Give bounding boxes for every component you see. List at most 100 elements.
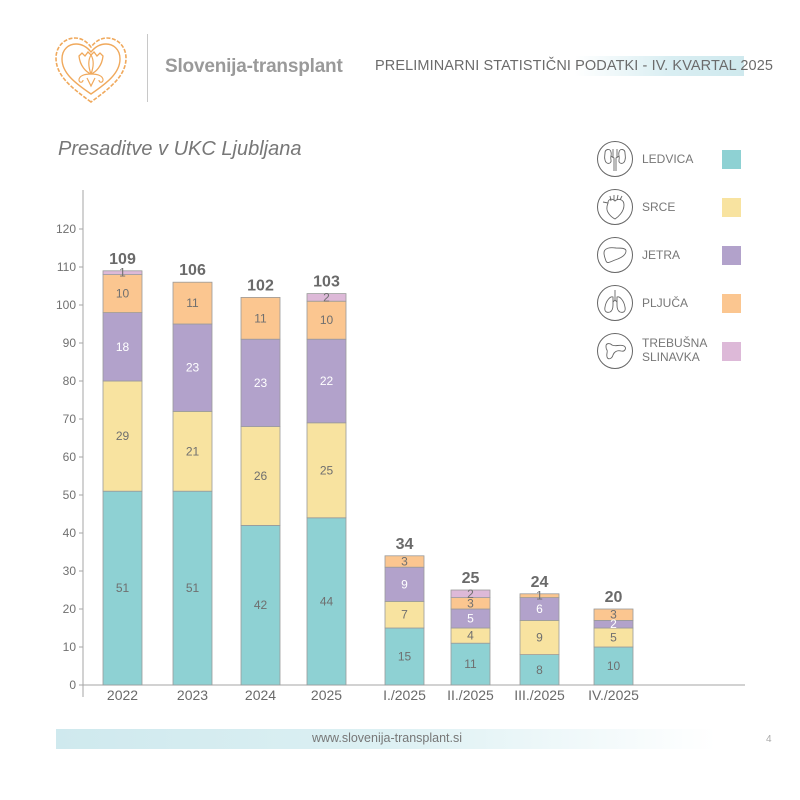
bar-segment: [306, 517, 347, 686]
bar-segment: [240, 296, 281, 340]
legend-item-pljuca: PLJUČA: [596, 284, 776, 324]
bar-segment: [102, 490, 143, 686]
legend-swatch: [722, 198, 741, 217]
footer-band: [56, 729, 716, 749]
bar-segment: [519, 593, 560, 598]
legend-label: LEDVICA: [642, 152, 694, 166]
bar-total-label: 20: [605, 589, 623, 606]
segment-value-label: 5: [610, 631, 617, 645]
segment-value-label: 51: [186, 581, 200, 595]
bar-segment: [450, 589, 491, 598]
bar-segment: [240, 525, 281, 686]
segment-value-label: 18: [116, 340, 130, 354]
segment-value-label: 2: [323, 290, 330, 304]
segment-value-label: 29: [116, 429, 130, 443]
bar-segment: [102, 270, 143, 275]
bar-segment: [172, 323, 213, 412]
lungs-icon: [596, 284, 634, 322]
legend-swatch: [722, 150, 741, 169]
bar-segment: [384, 601, 425, 629]
y-tick-label: 40: [63, 526, 77, 540]
x-tick-label: II./2025: [447, 687, 494, 703]
segment-value-label: 10: [116, 287, 130, 301]
bar-segment: [384, 555, 425, 568]
segment-value-label: 42: [254, 598, 268, 612]
segment-value-label: 10: [320, 313, 334, 327]
legend-swatch: [722, 294, 741, 313]
bar-segment: [384, 627, 425, 686]
y-tick-label: 100: [56, 298, 76, 312]
bar-total-label: 34: [396, 536, 414, 553]
bar-segment: [306, 293, 347, 302]
segment-value-label: 51: [116, 581, 130, 595]
segment-value-label: 5: [467, 612, 474, 626]
bar-segment: [102, 312, 143, 382]
x-tick-label: 2025: [311, 687, 342, 703]
bar-segment: [240, 338, 281, 428]
y-tick-label: 10: [63, 640, 77, 654]
segment-value-label: 25: [320, 463, 334, 477]
y-tick-label: 110: [57, 260, 76, 274]
bar-segment: [593, 646, 634, 686]
x-tick-label: 2022: [107, 687, 138, 703]
x-tick-label: 2024: [245, 687, 276, 703]
header-title-band: [368, 56, 744, 76]
segment-value-label: 23: [186, 361, 200, 375]
footer-url[interactable]: www.slovenija-transplant.si: [311, 731, 463, 745]
segment-value-label: 9: [401, 577, 408, 591]
x-tick-label: I./2025: [383, 687, 426, 703]
segment-value-label: 2: [610, 617, 617, 631]
header-title: PRELIMINARNI STATISTIČNI PODATKI - IV. K…: [375, 58, 774, 74]
segment-value-label: 11: [254, 311, 267, 325]
heart-icon: [596, 188, 634, 226]
bar-segment: [240, 426, 281, 526]
bar-total-label: 25: [462, 570, 480, 587]
segment-value-label: 2: [467, 587, 474, 601]
chart-labels: 5129181011092022512123111062023422623111…: [107, 251, 639, 703]
bar-total-label: 109: [109, 251, 136, 268]
bar-segment: [172, 410, 213, 492]
segment-value-label: 3: [467, 596, 474, 610]
bar-segment: [102, 274, 143, 314]
y-tick-label: 90: [63, 336, 77, 350]
chart-bars: [102, 270, 634, 686]
segment-value-label: 3: [401, 555, 408, 569]
chart-title: Presaditve v UKC Ljubljana: [58, 138, 302, 160]
segment-value-label: 22: [320, 374, 334, 388]
legend-swatch: [722, 342, 741, 361]
bar-segment: [172, 281, 213, 325]
y-tick-label: 0: [69, 678, 76, 692]
y-tick-label: 50: [63, 488, 77, 502]
bar-segment: [172, 490, 213, 686]
legend-label: JETRA: [642, 248, 681, 262]
segment-value-label: 10: [607, 659, 621, 673]
bar-total-label: 106: [179, 262, 206, 279]
segment-value-label: 6: [536, 602, 543, 616]
kidney-icon: [596, 140, 634, 178]
pancreas-icon: [596, 332, 634, 370]
bar-segment: [593, 608, 634, 621]
bar-segment: [102, 380, 143, 492]
legend-label: PLJUČA: [642, 296, 689, 310]
segment-value-label: 26: [254, 469, 268, 483]
bar-segment: [306, 300, 347, 340]
y-tick-label: 20: [63, 602, 77, 616]
liver-icon: [596, 236, 634, 274]
segment-value-label: 9: [536, 631, 543, 645]
segment-value-label: 21: [186, 444, 200, 458]
y-tick-label: 30: [63, 564, 77, 578]
slovenija-transplant-logo-icon: [52, 34, 130, 106]
segment-value-label: 7: [401, 608, 408, 622]
x-tick-label: III./2025: [514, 687, 565, 703]
legend-label: TREBUŠNA SLINAVKA: [642, 336, 708, 364]
segment-value-label: 23: [254, 376, 268, 390]
legend-item-jetra: JETRA: [596, 236, 776, 276]
header-divider: [147, 34, 148, 102]
bar-segment: [306, 422, 347, 519]
bar-segment: [306, 338, 347, 424]
legend-label: SRCE: [642, 200, 676, 214]
bar-segment: [384, 566, 425, 602]
brand-name: Slovenija-transplant: [165, 56, 343, 77]
segment-value-label: 1: [119, 266, 126, 280]
